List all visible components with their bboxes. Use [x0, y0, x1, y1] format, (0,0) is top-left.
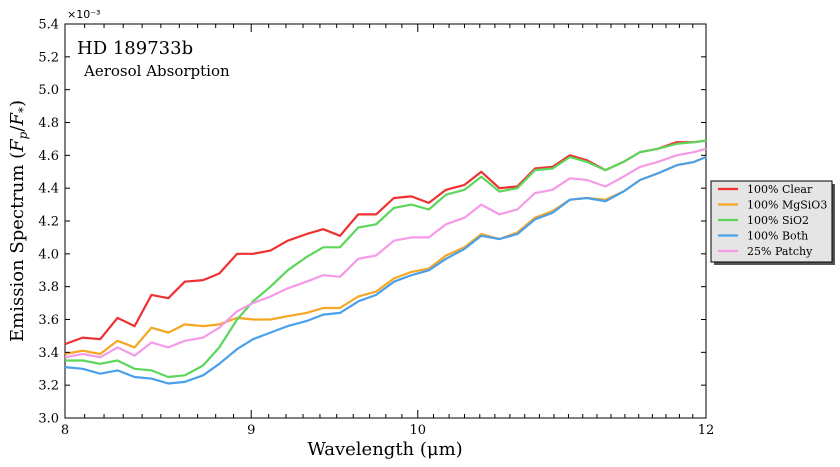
y-tick-label: 4.8: [38, 116, 59, 131]
legend-label-4: 25% Patchy: [747, 245, 813, 258]
x-tick-label: 10: [409, 423, 426, 438]
y-tick-label: 4.2: [38, 215, 59, 230]
y-tick-label: 4.6: [38, 149, 59, 164]
y-axis-title: Emission Spectrum (Fp/F*): [7, 100, 30, 342]
series-line-2: [65, 139, 707, 379]
y-tick-label: 4.4: [38, 182, 59, 197]
legend-label-3: 100% Both: [747, 230, 808, 243]
y-multiplier-label: ×10⁻³: [67, 8, 100, 21]
chart-subtitle: Aerosol Absorption: [83, 62, 230, 80]
series-line-3: [64, 155, 707, 385]
series-layer: [64, 139, 707, 385]
series-line-1: [64, 155, 707, 356]
x-tick-label: 9: [247, 423, 255, 438]
x-tick-label: 8: [61, 423, 69, 438]
legend-label-2: 100% SiO2: [747, 214, 809, 227]
x-axis-title: Wavelength (μm): [307, 439, 462, 460]
legend-label-0: 100% Clear: [747, 183, 813, 196]
y-tick-label: 3.4: [38, 346, 59, 361]
ticks-layer: 3.0 3.2 3.4 3.6 3.8 4.0 4.2 4.4 4.6 4.8 5.0 5.2 5.4 8…: [38, 18, 714, 439]
series-line-4: [64, 147, 707, 359]
y-tick-label: 3.8: [38, 280, 59, 295]
y-tick-label: 4.0: [38, 247, 59, 262]
y-tick-label: 5.4: [38, 18, 59, 33]
legend: 100% Clear 100% MgSiO3 100% SiO2 100% Both 2…: [710, 180, 835, 265]
plot-frame: [64, 23, 707, 419]
y-tick-label: 3.0: [38, 412, 59, 427]
chart-title: HD 189733b: [77, 38, 193, 59]
y-tick-label: 3.6: [38, 313, 59, 328]
y-tick-label: 5.0: [38, 83, 59, 98]
y-tick-label: 5.2: [38, 50, 59, 65]
x-tick-label: 12: [698, 423, 715, 438]
y-tick-label: 3.2: [38, 379, 59, 394]
legend-box: [710, 180, 833, 263]
legend-label-1: 100% MgSiO3: [747, 199, 827, 212]
